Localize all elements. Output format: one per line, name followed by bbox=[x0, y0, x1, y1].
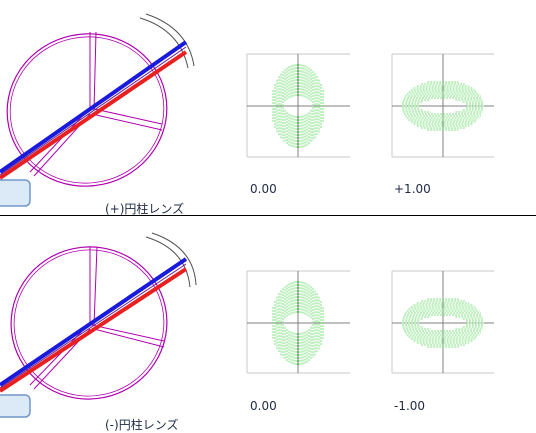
ray-mid-2 bbox=[0, 263, 187, 389]
caption-plus: (+)円柱レンズ bbox=[105, 202, 185, 216]
ray-mid bbox=[0, 46, 187, 176]
bluebox-2 bbox=[0, 394, 31, 418]
value-plus-1: 0.00 bbox=[250, 182, 277, 196]
outline-arc-4 bbox=[151, 232, 197, 286]
divider-line bbox=[0, 215, 536, 216]
outline-arc-3 bbox=[145, 236, 191, 288]
lens-ring-outer-2 bbox=[10, 246, 168, 400]
caption-minus: (-)円柱レンズ bbox=[105, 418, 179, 432]
spot-diagram-2 bbox=[391, 53, 494, 158]
ray-red bbox=[0, 50, 188, 180]
spot-diagram-3 bbox=[246, 270, 350, 374]
value-minus-1: 0.00 bbox=[250, 399, 277, 413]
spot-diagram-4 bbox=[391, 270, 494, 374]
lens-ring-outer bbox=[6, 33, 168, 187]
outline-arc-2 bbox=[145, 13, 195, 67]
ray-blue bbox=[0, 40, 188, 174]
spot-diagram-1 bbox=[246, 53, 350, 158]
bluebox bbox=[0, 179, 31, 207]
bottom-panel: (-)円柱レンズ 0.00 -1.00 bbox=[0, 217, 536, 433]
top-diagram bbox=[0, 13, 494, 207]
bottom-diagram bbox=[0, 232, 494, 418]
lens-ring-inner-2 bbox=[13, 249, 165, 397]
value-plus-2: +1.00 bbox=[394, 182, 431, 196]
value-minus-2: -1.00 bbox=[394, 399, 426, 413]
ray-blue-2 bbox=[0, 257, 188, 387]
lens-ring-inner bbox=[9, 36, 165, 184]
top-panel: (+)円柱レンズ 0.00 +1.00 bbox=[0, 0, 536, 216]
outline-arc-1 bbox=[139, 17, 189, 69]
ray-red-2 bbox=[0, 267, 188, 393]
